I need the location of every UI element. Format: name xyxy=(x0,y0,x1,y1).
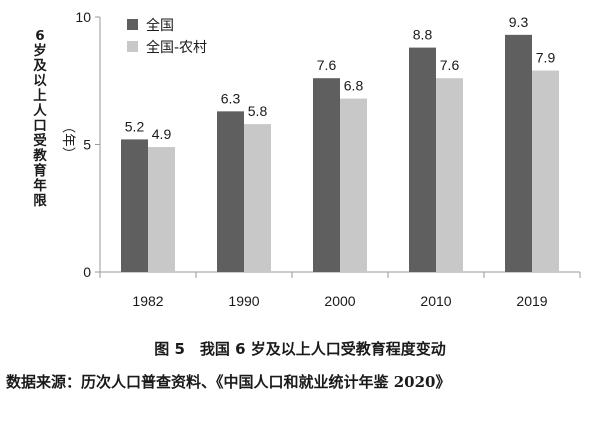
bar-rural xyxy=(244,124,271,272)
data-label: 7.6 xyxy=(317,57,337,73)
bar-rural xyxy=(436,78,463,272)
data-label: 6.3 xyxy=(221,90,241,106)
data-label: 4.9 xyxy=(152,126,172,142)
y-axis-title: 6 岁及以上人口受教育年限 xyxy=(33,28,47,209)
bar-rural xyxy=(148,147,175,272)
bar-chart: 6 岁及以上人口受教育年限 （年） 0 5 10 1982 1990 2000 2010 2019… xyxy=(33,9,581,309)
legend-swatch xyxy=(127,19,138,30)
bar-rural xyxy=(340,98,367,272)
data-source: 数据来源：历次人口普查资料、《中国人口和就业统计年鉴 2020》 xyxy=(6,373,451,391)
figure-caption: 图 5 我国 6 岁及以上人口受教育程度变动 xyxy=(154,340,446,358)
y-tick-label: 0 xyxy=(83,264,91,280)
bar-national xyxy=(217,111,244,272)
data-label: 7.9 xyxy=(536,50,556,66)
data-label: 5.8 xyxy=(248,103,268,119)
y-axis-unit: （年） xyxy=(60,120,76,161)
data-label: 8.8 xyxy=(413,27,433,43)
bar-national xyxy=(121,139,148,272)
y-tick-label: 10 xyxy=(75,9,91,25)
data-label: 7.6 xyxy=(440,57,460,73)
x-tick-label: 1990 xyxy=(228,293,259,309)
x-tick-label: 2000 xyxy=(324,293,355,309)
data-label: 5.2 xyxy=(125,118,145,134)
x-tick-label: 2019 xyxy=(516,293,547,309)
bar-rural xyxy=(532,70,559,272)
axes: 0 5 10 1982 1990 2000 2010 2019 xyxy=(75,9,581,309)
legend-label: 全国-农村 xyxy=(146,39,207,56)
legend-swatch xyxy=(127,41,138,52)
data-label: 6.8 xyxy=(344,78,364,94)
bar-national xyxy=(409,47,436,272)
x-tick-label: 2010 xyxy=(420,293,451,309)
bar-national xyxy=(313,78,340,272)
bars: 5.2 4.9 6.3 5.8 7.6 6.8 8.8 7.6 9.3 7.9 xyxy=(121,14,559,272)
legend-label: 全国 xyxy=(146,17,174,34)
y-axis-label: 6 岁及以上人口受教育年限 （年） xyxy=(33,28,76,209)
data-label: 9.3 xyxy=(509,14,529,30)
x-tick-label: 1982 xyxy=(132,293,163,309)
y-tick-label: 5 xyxy=(83,137,91,153)
bar-national xyxy=(505,34,532,272)
